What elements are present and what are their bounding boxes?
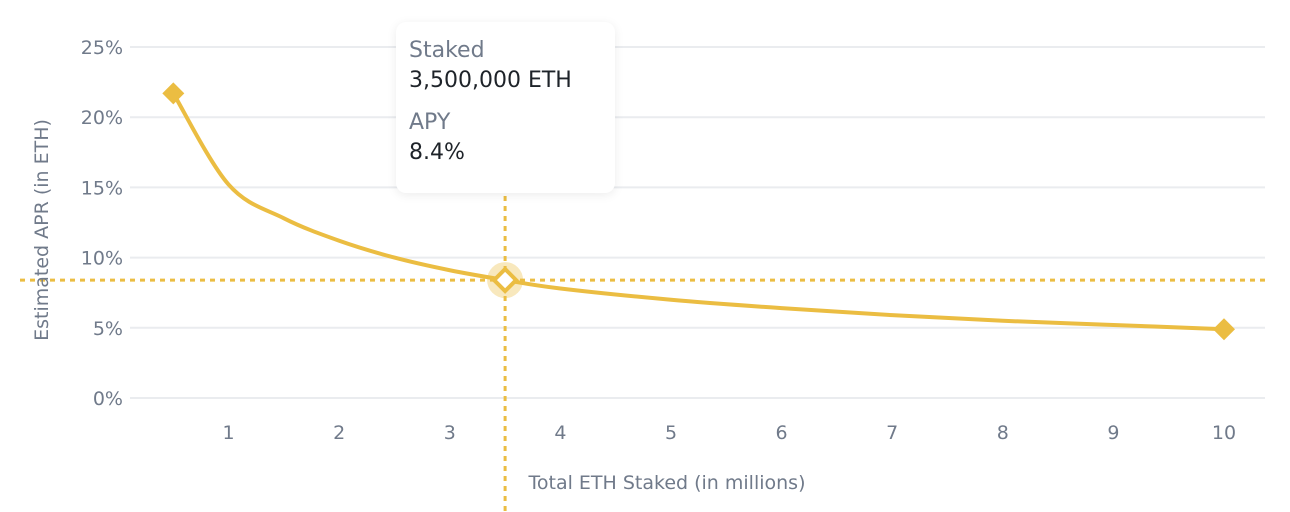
x-axis-title: Total ETH Staked (in millions) [528, 472, 806, 494]
y-tick-label: 10% [81, 248, 123, 270]
markers [162, 82, 1235, 341]
y-axis-title: Estimated APR (in ETH) [31, 119, 53, 341]
tooltip-apy-value: 8.4% [409, 140, 465, 165]
x-tick-label: 3 [444, 422, 456, 444]
y-tick-label: 25% [81, 37, 123, 59]
x-tick-label: 6 [776, 422, 788, 444]
tooltip-apy-label: APY [409, 110, 451, 135]
endpoint-marker [1213, 318, 1235, 341]
x-tick-label: 5 [665, 422, 677, 444]
y-tick-label: 20% [81, 107, 123, 129]
x-tick-label: 7 [886, 422, 898, 444]
tooltip-staked-value: 3,500,000 ETH [409, 68, 572, 93]
y-tick-label: 15% [81, 177, 123, 199]
endpoint-marker [162, 82, 185, 105]
apr-curve [171, 92, 1225, 332]
crosshair [20, 196, 1270, 512]
gridlines [130, 46, 1265, 399]
x-tick-label: 8 [997, 422, 1009, 444]
y-ticks: 0% 5% 10% 15% 20% 25% [81, 37, 123, 410]
x-tick-label: 4 [554, 422, 566, 444]
x-tick-label: 1 [223, 422, 235, 444]
x-tick-label: 9 [1107, 422, 1119, 444]
y-tick-label: 5% [93, 318, 123, 340]
highlight-marker[interactable] [491, 266, 519, 294]
y-tick-label: 0% [93, 388, 123, 410]
tooltip: Staked 3,500,000 ETH APY 8.4% [396, 22, 615, 193]
x-tick-label: 10 [1212, 422, 1236, 444]
tooltip-staked-label: Staked [409, 38, 485, 63]
x-ticks: 1 2 3 4 5 6 7 8 9 10 [223, 422, 1237, 444]
x-tick-label: 2 [333, 422, 345, 444]
